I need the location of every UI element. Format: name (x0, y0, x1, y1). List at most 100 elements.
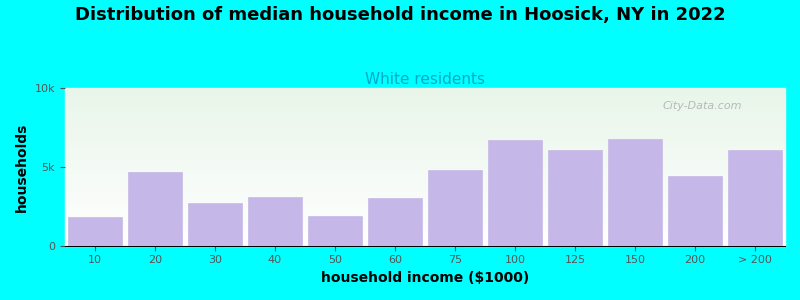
Bar (65, 113, 785, 115)
Bar (65, 209, 785, 211)
Bar (488, 140, 542, 246)
Bar (65, 94, 785, 96)
Bar (65, 216, 785, 218)
Bar (65, 112, 785, 113)
Bar (65, 243, 785, 244)
Bar (65, 195, 785, 197)
Bar (65, 164, 785, 165)
Bar (65, 222, 785, 224)
Bar (65, 90, 785, 91)
Bar (65, 220, 785, 222)
Bar (65, 146, 785, 148)
Bar (428, 170, 482, 246)
Bar (65, 148, 785, 150)
Bar (65, 184, 785, 186)
Bar (65, 107, 785, 109)
Bar (65, 228, 785, 230)
Bar (65, 132, 785, 134)
Bar (68, 218, 122, 246)
Bar (65, 192, 785, 194)
Bar (65, 227, 785, 228)
Bar (308, 216, 362, 246)
Bar (65, 91, 785, 93)
Bar (65, 181, 785, 183)
Bar (65, 206, 785, 208)
Bar (65, 137, 785, 139)
Bar (65, 160, 785, 162)
Bar (65, 199, 785, 200)
Bar (65, 235, 785, 236)
Bar (65, 214, 785, 216)
Bar (65, 159, 785, 160)
Bar (65, 156, 785, 158)
Bar (128, 172, 182, 246)
Bar (65, 162, 785, 164)
Bar (65, 172, 785, 173)
Bar (65, 203, 785, 205)
Bar (65, 124, 785, 126)
Bar (65, 205, 785, 206)
Bar (188, 203, 242, 246)
Bar (65, 194, 785, 195)
Bar (65, 115, 785, 116)
Bar (65, 93, 785, 94)
Bar (65, 123, 785, 124)
Title: White residents: White residents (365, 72, 485, 87)
Bar (65, 126, 785, 128)
Bar (728, 150, 782, 246)
Bar (65, 135, 785, 137)
Bar (65, 145, 785, 146)
Bar (65, 200, 785, 202)
Bar (65, 101, 785, 102)
Bar (65, 244, 785, 246)
Bar (65, 175, 785, 176)
Bar (65, 154, 785, 156)
Bar (65, 151, 785, 153)
Bar (65, 118, 785, 120)
Bar (65, 167, 785, 169)
Bar (548, 150, 602, 246)
Bar (668, 176, 722, 246)
Bar (65, 143, 785, 145)
Bar (65, 183, 785, 184)
Bar (65, 186, 785, 188)
Bar (65, 239, 785, 241)
Bar (65, 110, 785, 112)
Bar (65, 176, 785, 178)
Bar (65, 106, 785, 107)
Bar (65, 213, 785, 214)
Bar (65, 197, 785, 199)
Bar (65, 219, 785, 220)
Bar (65, 140, 785, 142)
Bar (65, 120, 785, 121)
Bar (65, 225, 785, 227)
Bar (65, 109, 785, 110)
Bar (65, 230, 785, 232)
Bar (65, 179, 785, 181)
Bar (65, 128, 785, 129)
Bar (65, 236, 785, 238)
Bar (65, 165, 785, 167)
Bar (65, 190, 785, 192)
Y-axis label: households: households (15, 122, 29, 212)
Bar (65, 98, 785, 99)
Bar (368, 199, 422, 246)
Bar (65, 116, 785, 118)
Bar (65, 170, 785, 172)
Bar (65, 153, 785, 154)
Bar (65, 99, 785, 101)
Bar (65, 88, 785, 90)
Bar (65, 202, 785, 203)
Bar (65, 224, 785, 225)
Bar (65, 102, 785, 104)
Bar (65, 189, 785, 190)
Bar (65, 131, 785, 132)
Text: City-Data.com: City-Data.com (662, 101, 742, 111)
Bar (248, 197, 302, 246)
Bar (65, 139, 785, 140)
Bar (65, 104, 785, 106)
Bar (65, 96, 785, 98)
Bar (65, 218, 785, 219)
Bar (65, 121, 785, 123)
Bar (65, 233, 785, 235)
